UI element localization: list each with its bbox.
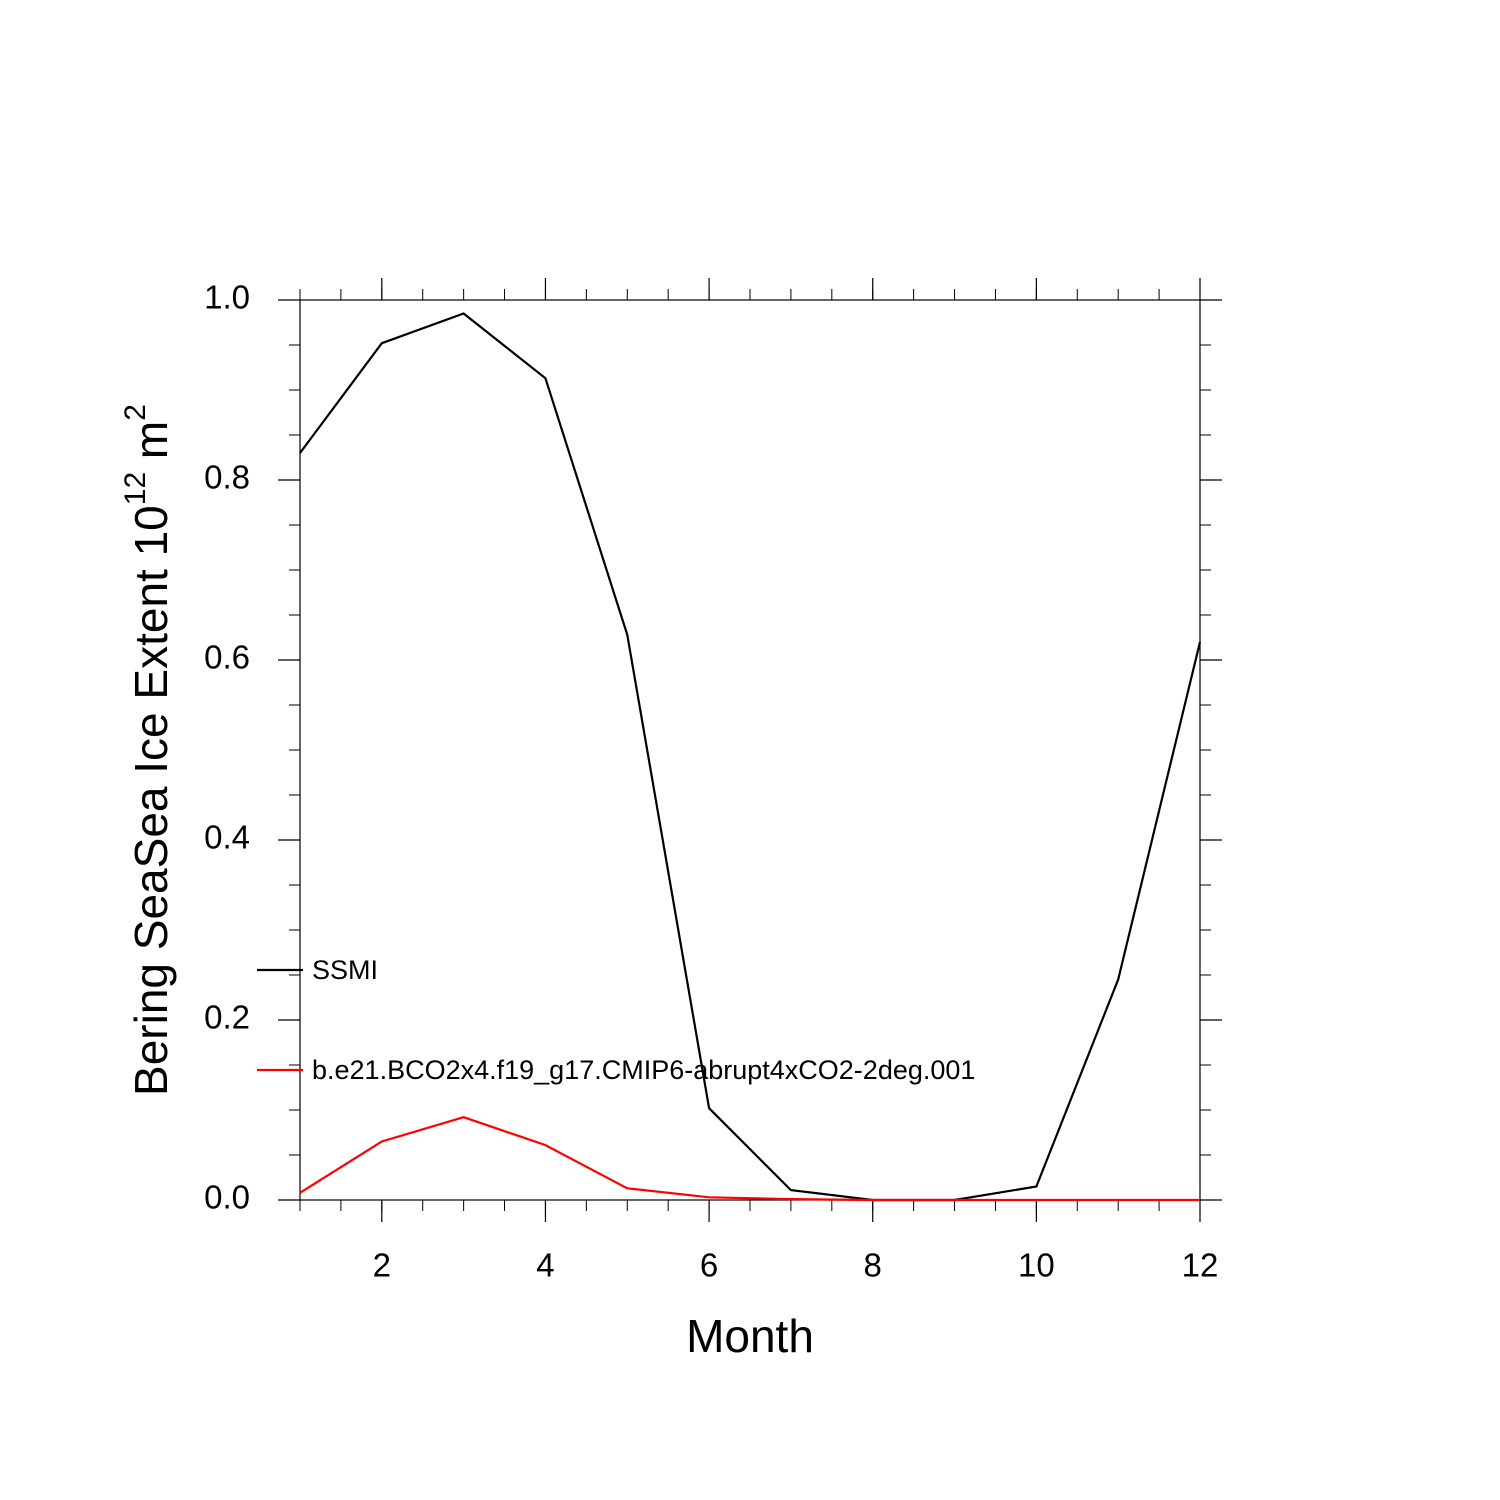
x-tick-label: 8 [864, 1247, 882, 1284]
y-label-exponent: 2 [119, 404, 152, 421]
y-tick-label: 1.0 [204, 279, 250, 316]
legend-label: SSMI [312, 955, 378, 985]
y-label-exponent: 12 [119, 472, 152, 505]
x-tick-label: 2 [373, 1247, 391, 1284]
x-tick-label: 6 [700, 1247, 718, 1284]
x-axis-label: Month [686, 1310, 814, 1362]
y-axis-label: Bering SeaSea Ice Extent 1012 m2 [119, 404, 177, 1096]
x-tick-label: 12 [1182, 1247, 1219, 1284]
y-tick-label: 0.4 [204, 819, 250, 856]
data-line [299, 312, 1202, 1202]
y-tick-label: 0.6 [204, 639, 250, 676]
y-tick-label: 0.0 [204, 1179, 250, 1216]
y-label-unit: m [125, 421, 177, 472]
data-line [299, 1116, 1200, 1202]
legend-label: b.e21.BCO2x4.f19_g17.CMIP6-abrupt4xCO2-2… [312, 1055, 975, 1085]
y-tick-label: 0.2 [204, 999, 250, 1036]
y-label-text: Bering SeaSea Ice Extent 10 [125, 505, 177, 1096]
y-tick-label: 0.8 [204, 459, 250, 496]
x-tick-label: 10 [1018, 1247, 1055, 1284]
x-tick-label: 4 [536, 1247, 554, 1284]
